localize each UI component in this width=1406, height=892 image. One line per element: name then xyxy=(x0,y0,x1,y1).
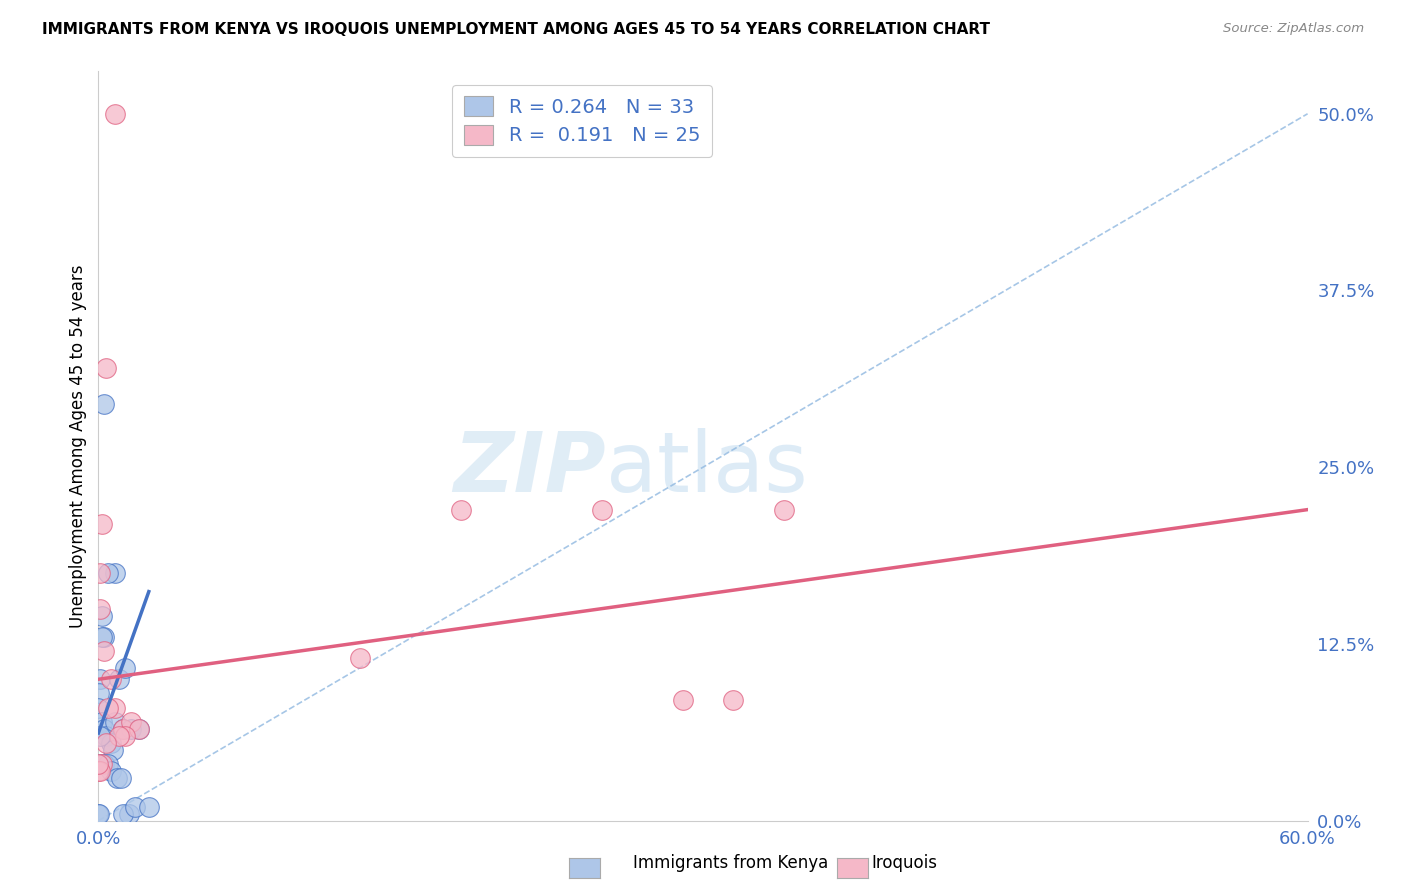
Point xyxy=(772,502,794,516)
Point xyxy=(105,771,128,785)
Y-axis label: Unemployment Among Ages 45 to 54 years: Unemployment Among Ages 45 to 54 years xyxy=(69,264,87,628)
Point xyxy=(96,729,118,743)
Point xyxy=(89,757,111,772)
Point xyxy=(93,722,115,736)
Point xyxy=(723,693,745,707)
Point xyxy=(97,757,120,772)
Point xyxy=(100,736,122,750)
Point xyxy=(672,693,695,707)
Point xyxy=(91,714,114,729)
Point xyxy=(118,806,141,821)
Text: ZIP: ZIP xyxy=(454,428,606,509)
Point xyxy=(103,700,125,714)
Point xyxy=(128,722,150,736)
Point xyxy=(138,799,160,814)
Point xyxy=(100,764,122,779)
Point xyxy=(450,502,472,516)
Point xyxy=(93,396,115,410)
Point xyxy=(101,743,124,757)
Point xyxy=(91,757,114,772)
Point xyxy=(591,502,613,516)
Point xyxy=(103,714,125,729)
Text: Immigrants from Kenya: Immigrants from Kenya xyxy=(633,855,828,872)
Point xyxy=(124,799,146,814)
Point xyxy=(91,608,114,623)
Point xyxy=(87,764,110,779)
Point xyxy=(128,722,150,736)
Point xyxy=(349,651,371,665)
Point xyxy=(89,806,111,821)
Point xyxy=(110,771,132,785)
Point xyxy=(111,806,134,821)
Text: IMMIGRANTS FROM KENYA VS IROQUOIS UNEMPLOYMENT AMONG AGES 45 TO 54 YEARS CORRELA: IMMIGRANTS FROM KENYA VS IROQUOIS UNEMPL… xyxy=(42,22,990,37)
Text: Source: ZipAtlas.com: Source: ZipAtlas.com xyxy=(1223,22,1364,36)
Point xyxy=(87,700,110,714)
Point xyxy=(114,661,136,675)
Point xyxy=(120,722,142,736)
Text: atlas: atlas xyxy=(606,428,808,509)
Text: Iroquois: Iroquois xyxy=(872,855,938,872)
Legend: R = 0.264   N = 33, R =  0.191   N = 25: R = 0.264 N = 33, R = 0.191 N = 25 xyxy=(453,85,711,157)
Point xyxy=(87,757,110,772)
Point xyxy=(107,729,129,743)
Point xyxy=(111,722,134,736)
Point xyxy=(96,736,118,750)
Point xyxy=(93,630,115,644)
Point xyxy=(96,361,118,376)
Point xyxy=(100,673,122,687)
Point xyxy=(91,516,114,531)
Point xyxy=(89,729,111,743)
Point xyxy=(114,729,136,743)
Point xyxy=(97,566,120,581)
Point xyxy=(91,630,114,644)
Point xyxy=(93,757,115,772)
Point xyxy=(89,566,111,581)
Point xyxy=(120,714,142,729)
Point xyxy=(89,764,111,779)
Point xyxy=(89,673,111,687)
Point xyxy=(107,673,129,687)
Point xyxy=(111,722,134,736)
Point xyxy=(97,700,120,714)
Point xyxy=(93,644,115,658)
Point xyxy=(89,686,111,700)
Point xyxy=(103,566,125,581)
Point xyxy=(87,806,110,821)
Point xyxy=(103,107,125,121)
Point xyxy=(89,601,111,615)
